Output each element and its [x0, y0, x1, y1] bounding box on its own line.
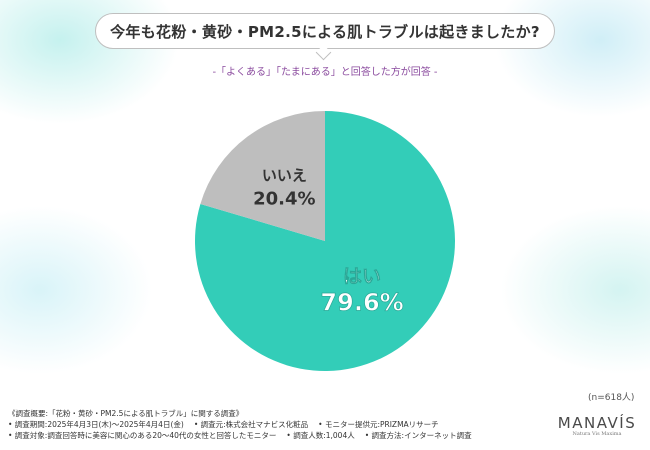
- chart-subtitle: -「よくある」「たまにある」と回答した方が回答 -: [212, 67, 438, 78]
- survey-overview: 《調査概要:「花粉・黄砂・PM2.5による肌トラブル」に関する調査》 • 調査期…: [8, 408, 538, 441]
- survey-method: • 調査方法:インターネット調査: [364, 431, 472, 440]
- slice-value-0: 79.6%: [320, 289, 403, 317]
- survey-overview-title: 《調査概要:「花粉・黄砂・PM2.5による肌トラブル」に関する調査》: [8, 409, 244, 418]
- monitor-provider: • モニター提供元:PRIZMAリサーチ: [318, 420, 439, 429]
- brand-logo-tagline: Natura Vis Maxima: [572, 431, 622, 437]
- pie-slice-1: [200, 111, 325, 241]
- sample-size-label: (n=618人): [588, 393, 635, 403]
- slice-value-1: 20.4%: [253, 188, 315, 209]
- survey-source: • 調査元:株式会社マナビス化粧品: [193, 420, 309, 429]
- brand-logo: MANAVÍS Natura Vis Maxima: [552, 414, 642, 437]
- survey-count: • 調査人数:1,004人: [286, 431, 355, 440]
- survey-period: • 調査期間:2025年4月3日(木)〜2025年4月4日(金): [8, 420, 184, 429]
- survey-overview-line-2: • 調査期間:2025年4月3日(木)〜2025年4月4日(金) • 調査元:株式…: [8, 419, 538, 430]
- survey-target: • 調査対象:調査回答時に美容に関心のある20〜40代の女性と回答したモニター: [8, 431, 277, 440]
- chart-title: 今年も花粉・黄砂・PM2.5による肌トラブルは起きましたか?: [110, 22, 540, 41]
- slice-label-1: いいえ: [262, 166, 307, 184]
- survey-overview-line-3: • 調査対象:調査回答時に美容に関心のある20〜40代の女性と回答したモニター •…: [8, 430, 538, 441]
- footer-background: [0, 404, 650, 450]
- slice-label-0: はい: [343, 266, 381, 288]
- brand-logo-name: MANAVÍS: [557, 414, 637, 432]
